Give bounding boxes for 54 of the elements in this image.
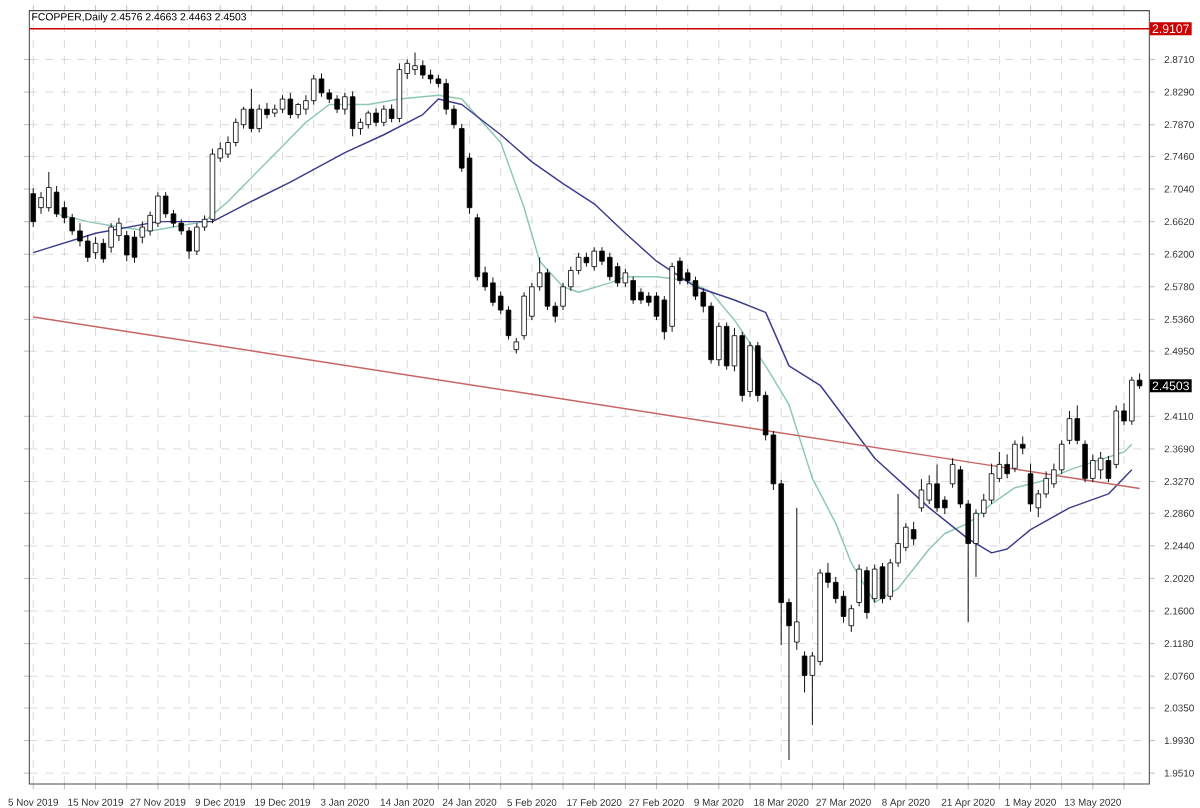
candlestick (310, 74, 317, 105)
candlestick (840, 590, 847, 624)
candlestick (123, 230, 130, 262)
candlestick (412, 52, 418, 76)
candlestick (38, 191, 44, 215)
candlestick (420, 59, 426, 80)
candlestick (1012, 439, 1018, 473)
candlestick (1027, 463, 1034, 513)
candlestick (186, 226, 192, 260)
candlestick (910, 521, 917, 546)
candlestick (287, 92, 294, 119)
candlestick (614, 262, 621, 288)
candlestick (1129, 376, 1135, 426)
candlestick (801, 650, 808, 693)
candlestick (46, 171, 52, 213)
candlestick (248, 88, 255, 133)
candlestick (848, 604, 855, 633)
candlestick (794, 507, 800, 651)
candlestick (1066, 410, 1073, 445)
candlestick (194, 222, 200, 256)
candlestick (69, 213, 75, 236)
candlestick (630, 276, 636, 305)
candlestick (918, 478, 925, 513)
candlestick (85, 234, 91, 263)
candlestick (723, 322, 730, 371)
candlestick (544, 268, 551, 311)
candlestick (349, 90, 356, 137)
candlestick (131, 230, 138, 264)
candlestick (318, 73, 325, 98)
candlestick (747, 341, 753, 398)
candlestick (521, 291, 527, 341)
candlestick (934, 463, 940, 513)
candlestick (591, 246, 597, 271)
candlestick (1074, 405, 1081, 445)
candlestick (1082, 439, 1088, 483)
candlestick (61, 200, 68, 224)
candlestick (879, 562, 886, 604)
candlestick (1097, 451, 1104, 480)
candlestick (638, 287, 644, 305)
candlestick (856, 564, 862, 607)
candlestick (607, 252, 613, 282)
candlestick (256, 104, 262, 133)
candlestick (162, 191, 169, 219)
candlestick (864, 566, 870, 620)
candlestick (53, 185, 60, 218)
candlestick (926, 474, 932, 505)
candlestick (92, 236, 99, 260)
candlestick (30, 187, 36, 228)
candlestick (490, 277, 496, 307)
candlestick (233, 117, 239, 147)
candlestick (381, 104, 387, 127)
candlestick (108, 222, 114, 254)
candlestick (155, 191, 161, 228)
candlestick (692, 276, 699, 301)
